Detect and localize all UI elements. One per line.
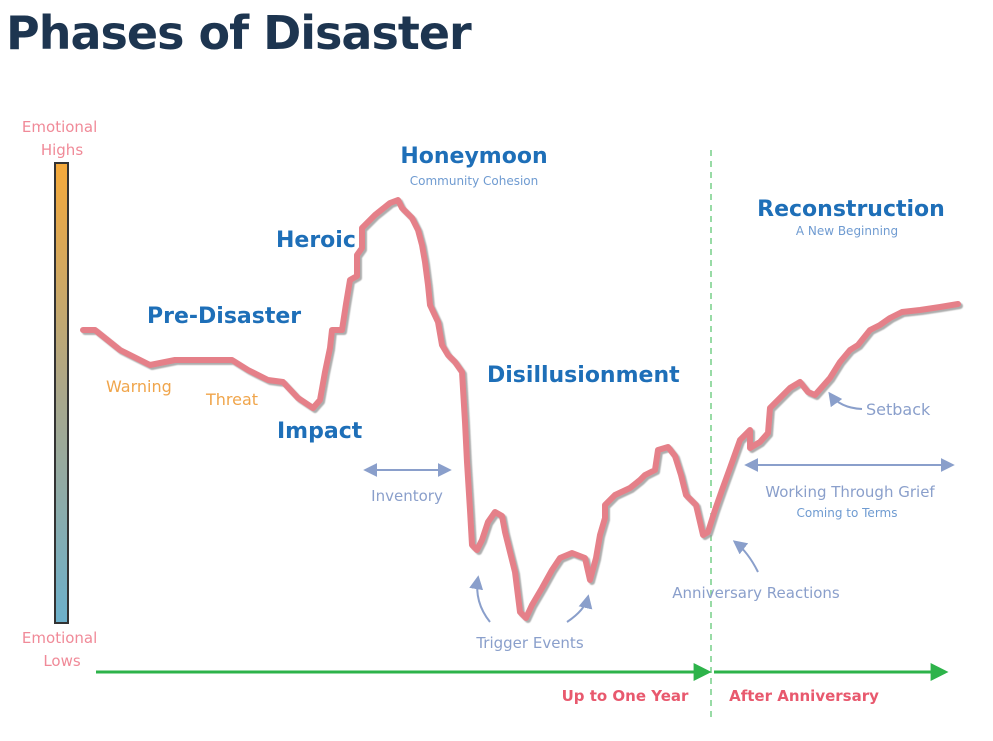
timeline-after-anniversary: After Anniversary	[729, 687, 879, 705]
event-threat: Threat	[205, 390, 258, 409]
trigger-arrow-right	[566, 594, 593, 623]
emotional-lows-line-1: Emotional	[22, 629, 97, 647]
event-anniversary-reactions: Anniversary Reactions	[672, 584, 840, 602]
emotional-highs-line-2: Highs	[41, 141, 83, 159]
phase-heroic: Heroic	[276, 228, 356, 253]
emotional-curve	[80, 197, 961, 621]
event-inventory: Inventory	[371, 487, 443, 505]
emotional-lows-label: Emotional Lows	[22, 629, 102, 670]
event-setback: Setback	[866, 400, 931, 419]
trigger-arrow-left	[469, 575, 491, 623]
phase-honeymoon-subtitle: Community Cohesion	[410, 174, 539, 188]
phase-reconstruction: Reconstruction	[757, 197, 945, 222]
event-working-through-grief: Working Through Grief	[765, 483, 935, 501]
anniversary-arrow	[732, 540, 759, 573]
emotional-highs-line-1: Emotional	[22, 118, 97, 136]
setback-arrow	[828, 391, 863, 410]
emotional-highs-label: Emotional Highs	[22, 118, 102, 159]
event-warning: Warning	[106, 377, 172, 396]
event-coming-to-terms: Coming to Terms	[797, 506, 898, 520]
event-trigger-events: Trigger Events	[475, 634, 583, 652]
phase-reconstruction-subtitle: A New Beginning	[796, 224, 898, 238]
page-title: Phases of Disaster	[6, 6, 472, 60]
phase-disillusionment: Disillusionment	[487, 363, 680, 388]
emotional-lows-line-2: Lows	[43, 652, 81, 670]
phase-honeymoon: Honeymoon	[400, 144, 547, 169]
emotional-scale-bar	[54, 162, 69, 624]
timeline-up-to-one-year: Up to One Year	[562, 687, 689, 705]
phase-impact: Impact	[277, 419, 363, 444]
phase-pre-disaster: Pre-Disaster	[147, 304, 301, 329]
